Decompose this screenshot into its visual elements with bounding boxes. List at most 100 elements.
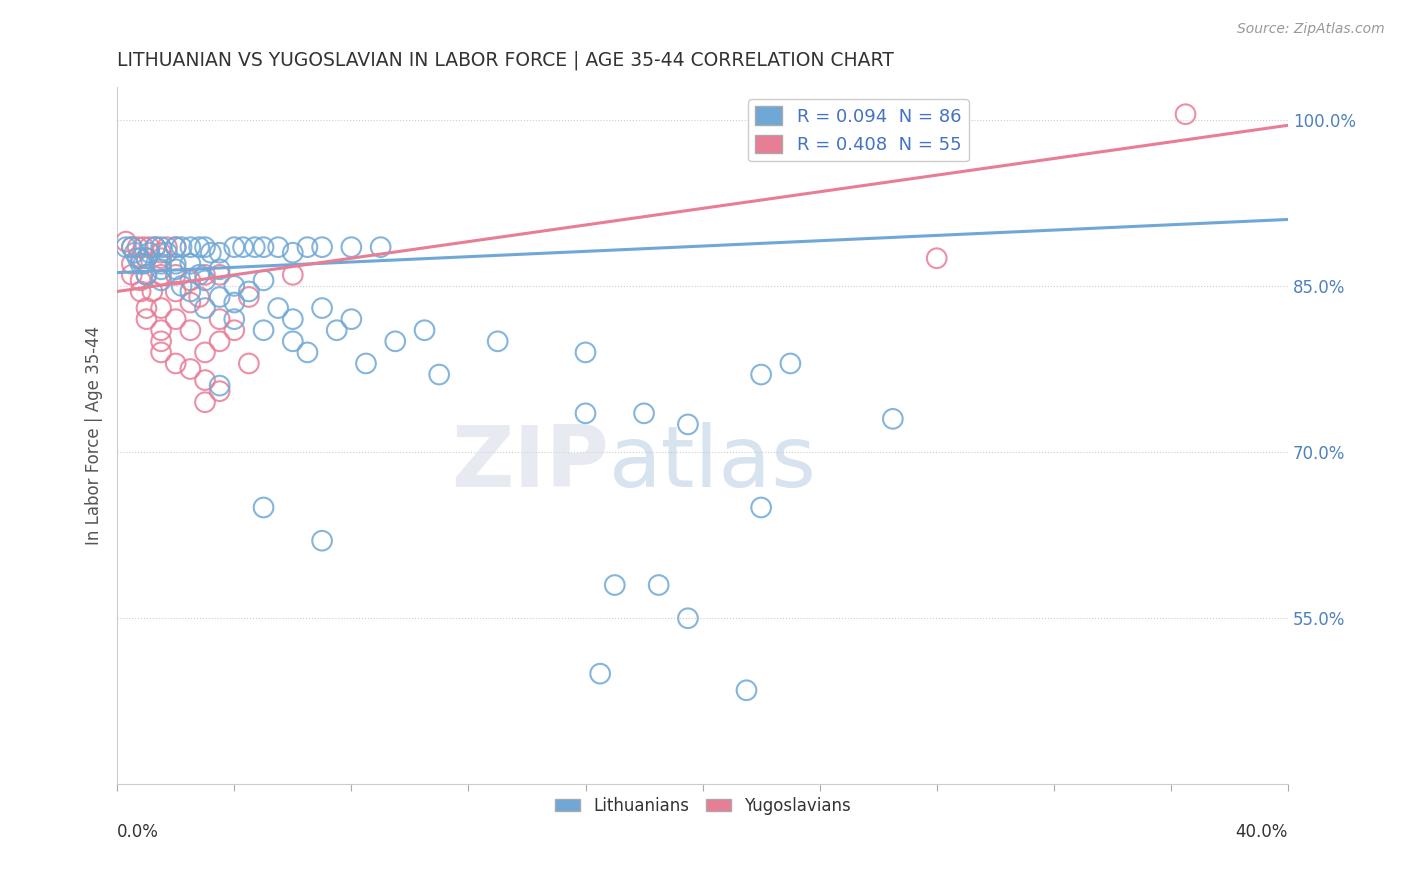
- Point: [150, 301, 173, 315]
- Point: [165, 240, 187, 254]
- Point: [179, 285, 201, 299]
- Point: [135, 251, 157, 265]
- Point: [281, 245, 304, 260]
- Point: [135, 251, 157, 265]
- Point: [165, 240, 187, 254]
- Point: [150, 345, 173, 359]
- Point: [188, 268, 211, 282]
- Point: [224, 279, 246, 293]
- Point: [574, 406, 596, 420]
- Point: [150, 251, 173, 265]
- Point: [676, 611, 699, 625]
- Point: [311, 533, 333, 548]
- Point: [188, 290, 211, 304]
- Point: [194, 345, 217, 359]
- Text: atlas: atlas: [609, 422, 817, 505]
- Point: [127, 251, 149, 265]
- Point: [232, 240, 254, 254]
- Point: [882, 412, 904, 426]
- Point: [633, 406, 655, 420]
- Point: [135, 312, 157, 326]
- Point: [165, 312, 187, 326]
- Point: [129, 251, 152, 265]
- Point: [143, 240, 166, 254]
- Point: [340, 240, 363, 254]
- Point: [188, 240, 211, 254]
- Point: [603, 578, 626, 592]
- Point: [179, 323, 201, 337]
- Point: [370, 240, 392, 254]
- Point: [208, 268, 231, 282]
- Point: [132, 240, 155, 254]
- Point: [749, 368, 772, 382]
- Point: [354, 356, 377, 370]
- Point: [325, 323, 347, 337]
- Point: [165, 257, 187, 271]
- Point: [281, 312, 304, 326]
- Point: [127, 240, 149, 254]
- Point: [647, 578, 669, 592]
- Point: [224, 312, 246, 326]
- Point: [252, 240, 274, 254]
- Point: [135, 268, 157, 282]
- Text: LITHUANIAN VS YUGOSLAVIAN IN LABOR FORCE | AGE 35-44 CORRELATION CHART: LITHUANIAN VS YUGOSLAVIAN IN LABOR FORCE…: [117, 51, 894, 70]
- Point: [208, 245, 231, 260]
- Point: [340, 312, 363, 326]
- Point: [252, 273, 274, 287]
- Legend: Lithuanians, Yugoslavians: Lithuanians, Yugoslavians: [548, 790, 858, 822]
- Text: ZIP: ZIP: [451, 422, 609, 505]
- Point: [170, 240, 193, 254]
- Point: [138, 240, 160, 254]
- Point: [165, 356, 187, 370]
- Point: [1174, 107, 1197, 121]
- Point: [165, 285, 187, 299]
- Point: [165, 262, 187, 277]
- Point: [574, 345, 596, 359]
- Point: [267, 240, 290, 254]
- Point: [115, 240, 138, 254]
- Point: [150, 334, 173, 349]
- Point: [208, 334, 231, 349]
- Point: [208, 262, 231, 277]
- Point: [749, 500, 772, 515]
- Point: [121, 268, 143, 282]
- Point: [413, 323, 436, 337]
- Point: [311, 301, 333, 315]
- Point: [150, 240, 173, 254]
- Point: [194, 240, 217, 254]
- Point: [925, 251, 948, 265]
- Point: [150, 273, 173, 287]
- Point: [735, 683, 758, 698]
- Point: [179, 240, 201, 254]
- Point: [297, 240, 319, 254]
- Point: [208, 312, 231, 326]
- Point: [779, 356, 801, 370]
- Point: [384, 334, 406, 349]
- Point: [121, 257, 143, 271]
- Point: [150, 257, 173, 271]
- Point: [179, 295, 201, 310]
- Point: [224, 240, 246, 254]
- Point: [208, 384, 231, 399]
- Point: [129, 257, 152, 271]
- Point: [208, 378, 231, 392]
- Point: [179, 273, 201, 287]
- Point: [179, 257, 201, 271]
- Point: [297, 345, 319, 359]
- Point: [132, 257, 155, 271]
- Text: 40.0%: 40.0%: [1236, 823, 1288, 841]
- Point: [281, 334, 304, 349]
- Point: [129, 285, 152, 299]
- Point: [200, 245, 222, 260]
- Y-axis label: In Labor Force | Age 35-44: In Labor Force | Age 35-44: [86, 326, 103, 545]
- Point: [252, 323, 274, 337]
- Point: [238, 285, 260, 299]
- Point: [150, 262, 173, 277]
- Point: [138, 245, 160, 260]
- Point: [121, 240, 143, 254]
- Point: [486, 334, 509, 349]
- Point: [141, 285, 163, 299]
- Point: [194, 301, 217, 315]
- Point: [427, 368, 450, 382]
- Point: [194, 273, 217, 287]
